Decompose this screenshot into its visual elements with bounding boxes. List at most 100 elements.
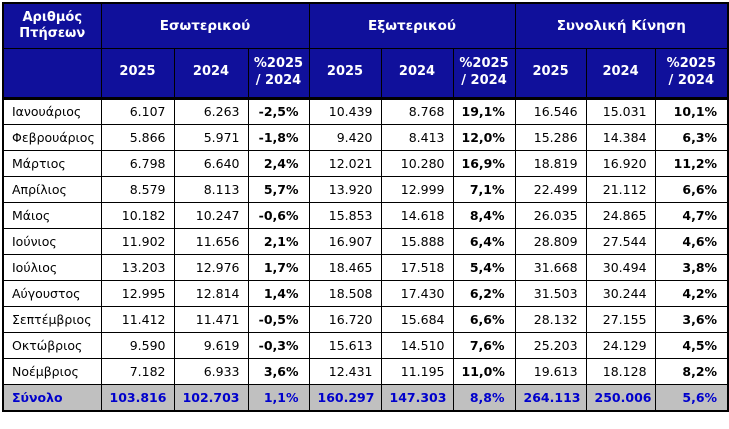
total-pct-cell: 3,6% xyxy=(654,305,729,333)
table-footer: Σύνολο 103.816 102.703 1,1% 160.297 147.… xyxy=(2,383,729,412)
subheader-total-2025: 2025 xyxy=(514,47,587,100)
total-2025-cell: 15.286 xyxy=(514,123,587,151)
domestic-2024-cell: 11.471 xyxy=(173,305,249,333)
international-2025-cell: 15.853 xyxy=(308,201,382,229)
subheader-total-pct: %2025 / 2024 xyxy=(654,47,729,100)
domestic-2024-cell: 10.247 xyxy=(173,201,249,229)
domestic-2025-cell: 10.182 xyxy=(100,201,175,229)
subheader-domestic-pct: %2025 / 2024 xyxy=(247,47,310,100)
international-pct-cell: 12,0% xyxy=(452,123,516,151)
domestic-2025-cell: 11.412 xyxy=(100,305,175,333)
international-2024-cell: 17.430 xyxy=(380,279,454,307)
corner-empty-cell xyxy=(2,47,102,100)
international-pct-cell: 8,4% xyxy=(452,201,516,229)
subheader-international-2024: 2024 xyxy=(380,47,454,100)
total-pct-cell: 4,7% xyxy=(654,201,729,229)
total-traffic-2024: 250.006 xyxy=(585,383,656,412)
total-2025-cell: 18.819 xyxy=(514,149,587,177)
international-pct-cell: 6,6% xyxy=(452,305,516,333)
table-body: Ιανουάριος 6.107 6.263 -2,5% 10.439 8.768 19,1… xyxy=(2,97,729,385)
group-header-international: Εξωτερικού xyxy=(308,2,516,49)
international-2025-cell: 10.439 xyxy=(308,97,382,125)
international-2025-cell: 12.431 xyxy=(308,357,382,385)
table-row: Οκτώβριος 9.590 9.619 -0,3% 15.613 14.510 7,6%… xyxy=(2,331,729,359)
total-international-2025: 160.297 xyxy=(308,383,382,412)
international-2024-cell: 15.684 xyxy=(380,305,454,333)
international-2024-cell: 14.618 xyxy=(380,201,454,229)
total-traffic-pct: 5,6% xyxy=(654,383,729,412)
group-header-row: Αριθμός Πτήσεων Εσωτερικού Εξωτερικού Συ… xyxy=(2,2,729,49)
international-2024-cell: 8.768 xyxy=(380,97,454,125)
domestic-2024-cell: 6.933 xyxy=(173,357,249,385)
domestic-2024-cell: 12.976 xyxy=(173,253,249,281)
domestic-pct-cell: -0,5% xyxy=(247,305,310,333)
international-2024-cell: 12.999 xyxy=(380,175,454,203)
domestic-2024-cell: 6.640 xyxy=(173,149,249,177)
total-row: Σύνολο 103.816 102.703 1,1% 160.297 147.… xyxy=(2,383,729,412)
month-cell: Ιούλιος xyxy=(2,253,102,281)
total-pct-cell: 4,2% xyxy=(654,279,729,307)
subheader-international-2025: 2025 xyxy=(308,47,382,100)
total-pct-cell: 6,3% xyxy=(654,123,729,151)
total-domestic-pct: 1,1% xyxy=(247,383,310,412)
domestic-pct-cell: -1,8% xyxy=(247,123,310,151)
total-pct-cell: 6,6% xyxy=(654,175,729,203)
international-2024-cell: 17.518 xyxy=(380,253,454,281)
total-traffic-2025: 264.113 xyxy=(514,383,587,412)
month-cell: Μάιος xyxy=(2,201,102,229)
total-2024-cell: 14.384 xyxy=(585,123,656,151)
total-2024-cell: 30.244 xyxy=(585,279,656,307)
total-pct-cell: 4,5% xyxy=(654,331,729,359)
total-pct-cell: 10,1% xyxy=(654,97,729,125)
subheader-domestic-2025: 2025 xyxy=(100,47,175,100)
domestic-pct-cell: 5,7% xyxy=(247,175,310,203)
total-2024-cell: 15.031 xyxy=(585,97,656,125)
international-pct-cell: 6,2% xyxy=(452,279,516,307)
table-row: Νοέμβριος 7.182 6.933 3,6% 12.431 11.195 11,0%… xyxy=(2,357,729,385)
total-domestic-2024: 102.703 xyxy=(173,383,249,412)
month-cell: Οκτώβριος xyxy=(2,331,102,359)
domestic-2025-cell: 7.182 xyxy=(100,357,175,385)
total-2024-cell: 21.112 xyxy=(585,175,656,203)
international-2024-cell: 11.195 xyxy=(380,357,454,385)
total-2025-cell: 28.132 xyxy=(514,305,587,333)
table-row: Φεβρουάριος 5.866 5.971 -1,8% 9.420 8.413 12,0… xyxy=(2,123,729,151)
international-2025-cell: 9.420 xyxy=(308,123,382,151)
total-2025-cell: 31.668 xyxy=(514,253,587,281)
domestic-2024-cell: 9.619 xyxy=(173,331,249,359)
total-domestic-2025: 103.816 xyxy=(100,383,175,412)
total-2024-cell: 16.920 xyxy=(585,149,656,177)
flights-table: Αριθμός Πτήσεων Εσωτερικού Εξωτερικού Συ… xyxy=(2,2,729,412)
month-cell: Απρίλιος xyxy=(2,175,102,203)
domestic-2024-cell: 11.656 xyxy=(173,227,249,255)
domestic-pct-cell: 2,4% xyxy=(247,149,310,177)
domestic-2024-cell: 8.113 xyxy=(173,175,249,203)
table-row: Απρίλιος 8.579 8.113 5,7% 13.920 12.999 7,1% 22… xyxy=(2,175,729,203)
total-2025-cell: 16.546 xyxy=(514,97,587,125)
international-2025-cell: 18.508 xyxy=(308,279,382,307)
international-pct-cell: 19,1% xyxy=(452,97,516,125)
international-2025-cell: 13.920 xyxy=(308,175,382,203)
domestic-2025-cell: 5.866 xyxy=(100,123,175,151)
group-header-domestic: Εσωτερικού xyxy=(100,2,310,49)
domestic-2024-cell: 6.263 xyxy=(173,97,249,125)
international-pct-cell: 7,6% xyxy=(452,331,516,359)
total-2025-cell: 26.035 xyxy=(514,201,587,229)
domestic-2025-cell: 6.107 xyxy=(100,97,175,125)
total-pct-cell: 3,8% xyxy=(654,253,729,281)
international-2025-cell: 15.613 xyxy=(308,331,382,359)
month-cell: Ιανουάριος xyxy=(2,97,102,125)
international-pct-cell: 16,9% xyxy=(452,149,516,177)
domestic-2024-cell: 12.814 xyxy=(173,279,249,307)
table-header: Αριθμός Πτήσεων Εσωτερικού Εξωτερικού Συ… xyxy=(2,2,729,100)
domestic-pct-cell: 2,1% xyxy=(247,227,310,255)
international-2025-cell: 12.021 xyxy=(308,149,382,177)
domestic-2025-cell: 6.798 xyxy=(100,149,175,177)
subheader-total-2024: 2024 xyxy=(585,47,656,100)
table-row: Σεπτέμβριος 11.412 11.471 -0,5% 16.720 15.684… xyxy=(2,305,729,333)
domestic-2025-cell: 11.902 xyxy=(100,227,175,255)
month-cell: Φεβρουάριος xyxy=(2,123,102,151)
domestic-pct-cell: -0,3% xyxy=(247,331,310,359)
international-2024-cell: 8.413 xyxy=(380,123,454,151)
